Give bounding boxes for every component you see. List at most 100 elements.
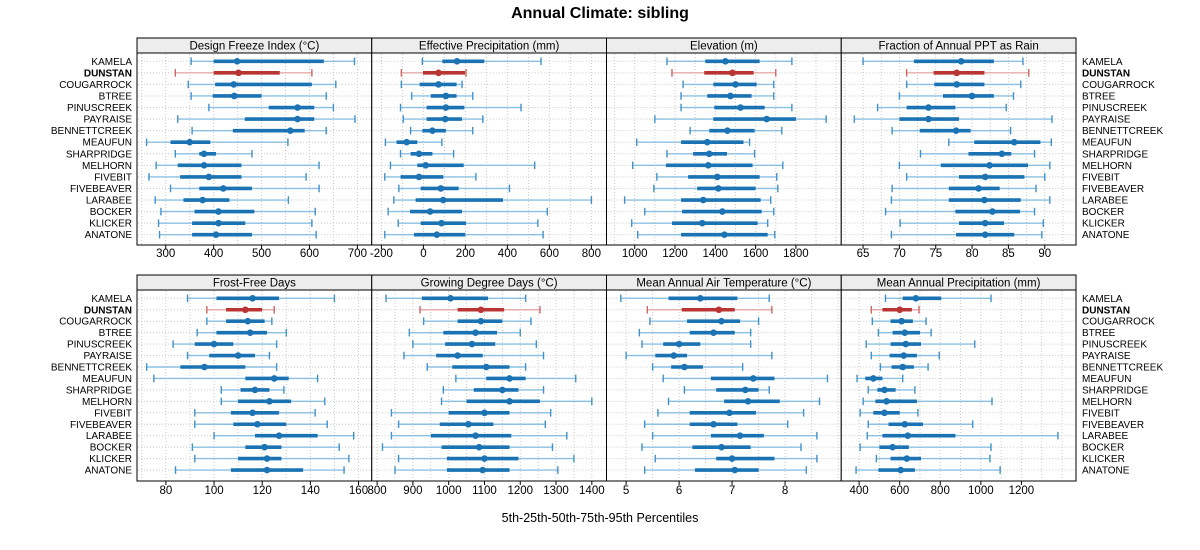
station-label: KAMELA: [91, 57, 132, 68]
median-dot: [294, 115, 301, 123]
median-dot: [724, 127, 731, 134]
axis-tick-label: 1100: [472, 485, 497, 497]
station-label: MELHORN: [82, 397, 132, 408]
panel-border: [840, 52, 1077, 246]
percentile-row-cougarrock: [206, 317, 273, 325]
percentile-row-cougarrock: [682, 80, 775, 89]
median-dot: [901, 329, 909, 336]
x-axis: 5 6 7 8: [623, 481, 788, 497]
median-dot: [728, 455, 736, 462]
percentile-row-payraise: [403, 351, 545, 360]
median-dot: [981, 173, 989, 181]
median-dot: [242, 306, 249, 314]
median-dot: [925, 104, 932, 111]
panel-title: Design Freeze Index (°C): [189, 41, 319, 53]
axis-tick-label: 6: [676, 485, 682, 497]
median-dot: [881, 409, 888, 417]
percentile-row-kamela: [186, 294, 336, 303]
percentile-row-anatone: [890, 230, 1043, 239]
panel-background: [606, 290, 842, 481]
panel-background: [371, 290, 607, 481]
station-label: FIVEBEAVER: [70, 420, 132, 431]
axis-tick-label: 1200: [1009, 485, 1035, 497]
percentile-row-bocker: [381, 443, 554, 451]
median-dot: [898, 317, 906, 325]
median-dot: [251, 386, 259, 394]
median-dot: [986, 162, 993, 169]
median-dot: [438, 219, 445, 227]
station-label: KAMELA: [1082, 294, 1123, 305]
median-dot: [234, 352, 242, 359]
station-label: BENNETTCREEK: [1082, 126, 1163, 137]
station-label: KAMELA: [91, 294, 132, 305]
percentile-row-cougarrock: [649, 317, 760, 325]
percentile-row-bennettcreek: [426, 363, 527, 371]
axis-tick-label: 1000: [436, 485, 462, 497]
median-dot: [199, 196, 206, 204]
station-label: PINUSCREEK: [67, 103, 132, 114]
percentile-row-bocker: [859, 443, 992, 451]
median-dot: [244, 317, 252, 325]
percentile-row-meaufun: [455, 374, 577, 383]
percentile-row-btree: [877, 328, 932, 337]
percentile-row-payraise: [853, 115, 1053, 123]
median-dot: [953, 69, 961, 77]
median-dot: [698, 219, 706, 227]
station-label: BTREE: [1082, 91, 1116, 102]
percentile-row-fivebit: [905, 173, 1046, 181]
axis-tick-label: 400: [498, 248, 517, 260]
percentile-row-fivebit: [384, 173, 477, 181]
median-dot: [998, 150, 1006, 158]
axis-tick-label: 300: [156, 248, 175, 260]
axis-tick-label: 80: [966, 248, 979, 260]
median-dot: [957, 58, 965, 65]
median-dot: [426, 208, 434, 215]
median-dot: [415, 173, 423, 181]
median-dot: [904, 432, 912, 440]
percentile-row-melhorn: [667, 397, 821, 406]
axis-tick-label: 1800: [783, 248, 809, 260]
axis-tick-label: 0: [420, 248, 426, 260]
median-dot: [952, 127, 960, 134]
station-label: PAYRAISE: [83, 115, 132, 126]
station-label: PINUSCREEK: [1082, 340, 1147, 351]
axis-tick-label: 800: [582, 248, 601, 260]
x-axis: 1000 1200 1400 1600 1800: [622, 245, 809, 260]
station-label: BTREE: [1082, 328, 1116, 339]
median-dot: [719, 208, 726, 215]
percentile-row-kamela: [385, 294, 527, 303]
panel-title: Growing Degree Days (°C): [421, 278, 558, 290]
station-label: FIVEBIT: [1082, 408, 1120, 419]
percentile-row-larabee: [651, 431, 818, 440]
percentile-row-btree: [196, 328, 287, 337]
axis-tick-label: 8: [782, 485, 788, 497]
percentile-row-dunstan: [646, 305, 773, 314]
axis-tick-label: 700: [348, 248, 367, 260]
percentile-row-fivebeaver: [867, 420, 974, 429]
percentile-row-dunstan: [400, 69, 467, 77]
axis-tick-label: 600: [540, 248, 559, 260]
axis-tick-label: 1400: [579, 485, 605, 497]
median-dot: [439, 196, 447, 204]
percentile-row-payraise: [870, 351, 940, 360]
median-dot: [468, 340, 476, 348]
axis-tick-label: 200: [456, 248, 475, 260]
median-dot: [215, 208, 222, 215]
panel-background: [137, 53, 372, 245]
median-dot: [705, 150, 713, 158]
median-dot: [506, 398, 513, 405]
percentile-row-klicker: [875, 454, 991, 463]
percentile-row-sharpridge: [683, 386, 770, 394]
median-dot: [912, 295, 920, 302]
median-dot: [731, 466, 739, 474]
percentile-row-bennettcreek: [145, 363, 278, 371]
percentile-row-fivebit: [390, 409, 552, 417]
station-label: COUGARROCK: [59, 317, 132, 328]
station-label: KLICKER: [1082, 219, 1125, 230]
percentile-row-sharpridge: [919, 149, 1036, 158]
percentile-row-anatone: [174, 466, 345, 474]
station-labels-right-row2: KAMELADUNSTANCOUGARROCKBTREEPINUSCREEKPA…: [1082, 294, 1163, 477]
median-dot: [477, 317, 485, 325]
percentile-row-fivebit: [656, 173, 778, 181]
